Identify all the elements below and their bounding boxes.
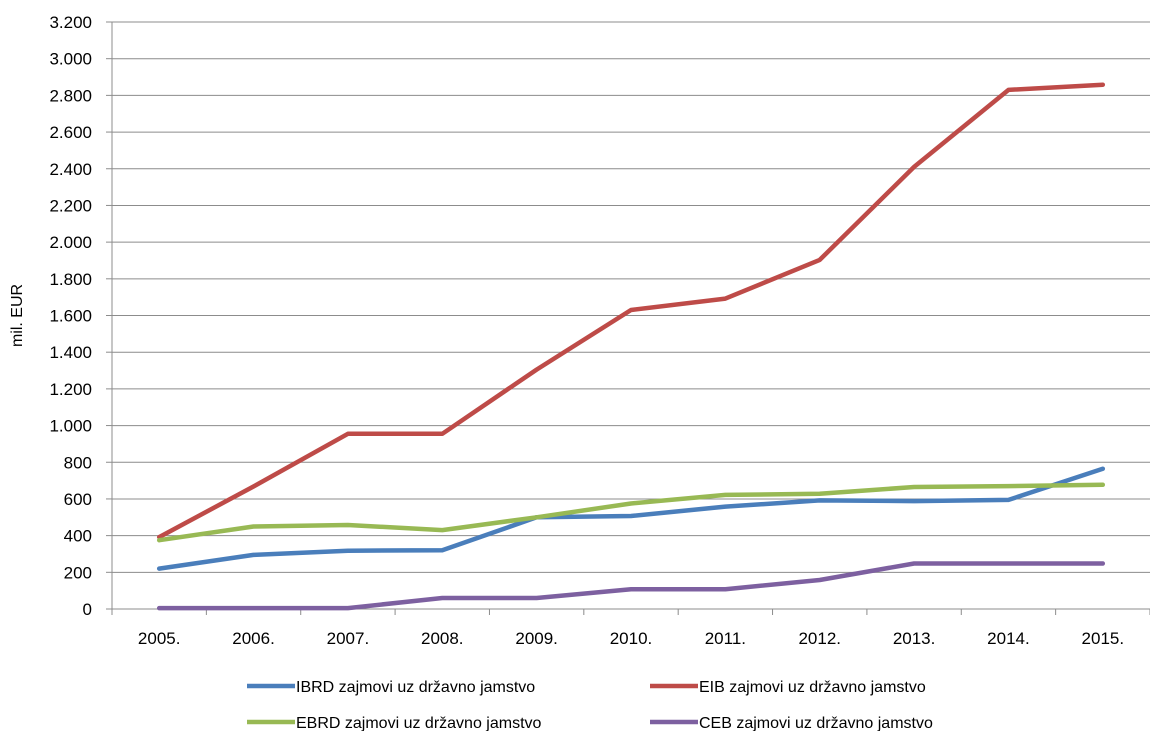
legend-label: IBRD zajmovi uz državno jamstvo (296, 679, 535, 696)
series-line-2 (156, 82, 1106, 540)
y-tick-label: 0 (83, 600, 92, 619)
legend-item: IBRD zajmovi uz državno jamstvo (247, 679, 535, 696)
y-tick-label: 1.600 (49, 307, 92, 326)
x-tick-label: 2010. (610, 629, 653, 648)
x-tick-label: 2007. (327, 629, 370, 648)
y-tick-label: 2.800 (49, 86, 92, 105)
y-tick-label: 2.400 (49, 160, 92, 179)
y-tick-label: 1.000 (49, 417, 92, 436)
y-tick-label: 1.200 (49, 380, 92, 399)
tick-labels: 0 200 400 600 800 1.000 1.200 1.400 1.600 1.800 2.… (49, 13, 1124, 648)
series-line-4 (156, 561, 1106, 611)
y-tick-label: 600 (64, 490, 92, 509)
y-tick-label: 800 (64, 453, 92, 472)
y-tick-label: 1.800 (49, 270, 92, 289)
y-axis-title: mil. EUR (9, 284, 26, 347)
y-tick-label: 2.000 (49, 233, 92, 252)
legend-label: EIB zajmovi uz državno jamstvo (699, 679, 926, 696)
series-line-1 (156, 466, 1106, 571)
legend: IBRD zajmovi uz državno jamstvo EIB zajmo… (247, 679, 933, 731)
x-tick-label: 2005. (138, 629, 181, 648)
x-tick-label: 2015. (1082, 629, 1125, 648)
y-tick-label: 2.200 (49, 196, 92, 215)
x-tick-label: 2006. (232, 629, 275, 648)
y-tick-label: 1.400 (49, 343, 92, 362)
legend-label: CEB zajmovi uz državno jamstvo (699, 715, 933, 731)
gridlines (112, 21, 1150, 573)
x-tick-label: 2011. (705, 629, 746, 648)
x-tick-label: 2014. (987, 629, 1030, 648)
legend-label: EBRD zajmovi uz državno jamstvo (296, 715, 542, 731)
y-tick-label: 3.200 (49, 13, 92, 32)
legend-item: EBRD zajmovi uz državno jamstvo (247, 715, 542, 731)
x-tick-label: 2012. (798, 629, 841, 648)
legend-item: EIB zajmovi uz državno jamstvo (650, 679, 926, 696)
x-tick-label: 2013. (893, 629, 936, 648)
legend-item: CEB zajmovi uz državno jamstvo (650, 715, 933, 731)
y-tick-label: 3.000 (49, 50, 92, 69)
y-tick-label: 200 (64, 563, 92, 582)
series-line-3 (156, 482, 1106, 543)
x-tick-label: 2009. (515, 629, 558, 648)
series-lines (156, 82, 1106, 611)
y-tick-label: 400 (64, 527, 92, 546)
y-tick-label: 2.600 (49, 123, 92, 142)
x-tick-label: 2008. (421, 629, 464, 648)
